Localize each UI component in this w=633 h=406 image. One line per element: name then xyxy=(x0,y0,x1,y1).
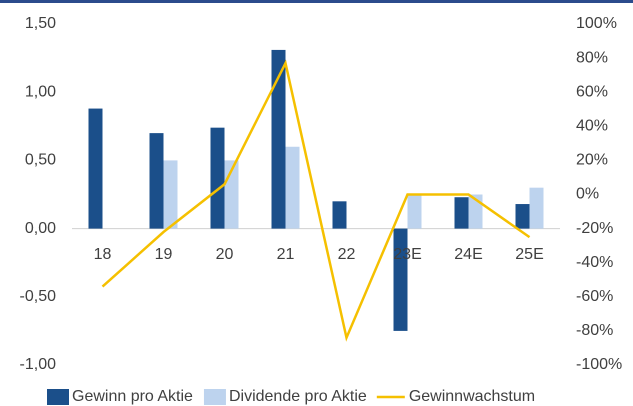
y2-tick-label: -100% xyxy=(576,356,622,373)
y2-tick-label: -60% xyxy=(576,288,613,305)
y2-tick-label: 20% xyxy=(576,152,608,169)
legend-label: Dividende pro Aktie xyxy=(229,388,367,405)
y-tick-label: 1,50 xyxy=(25,15,56,32)
legend-label: Gewinnwachstum xyxy=(409,388,535,405)
top-border xyxy=(0,0,633,3)
y2-tick-label: -80% xyxy=(576,322,613,339)
x-tick-label: 18 xyxy=(94,246,112,263)
bar xyxy=(515,204,530,229)
y-tick-label: 0,00 xyxy=(25,220,56,237)
y2-tick-label: 60% xyxy=(576,83,608,100)
legend-swatch xyxy=(47,389,69,405)
bar xyxy=(149,133,164,229)
x-tick-label: 23E xyxy=(393,246,421,263)
y-tick-label: 0,50 xyxy=(25,152,56,169)
x-tick-label: 20 xyxy=(216,246,234,263)
x-tick-label: 24E xyxy=(454,246,482,263)
bar xyxy=(271,49,286,229)
bar xyxy=(163,160,178,229)
bar xyxy=(454,197,469,229)
bar xyxy=(88,108,103,229)
bar xyxy=(407,194,422,229)
x-tick-label: 25E xyxy=(515,246,543,263)
y2-tick-label: 80% xyxy=(576,49,608,66)
y2-tick-label: -20% xyxy=(576,220,613,237)
legend-label: Gewinn pro Aktie xyxy=(72,388,193,405)
legend-swatch xyxy=(203,389,226,405)
y2-tick-label: 100% xyxy=(576,15,617,32)
bar xyxy=(210,127,225,229)
line xyxy=(101,59,531,342)
y2-tick-label: 0% xyxy=(576,186,599,203)
y-tick-label: -1,00 xyxy=(20,356,57,373)
bar xyxy=(285,146,300,229)
y-tick-label: -0,50 xyxy=(20,288,57,305)
bar xyxy=(393,228,408,331)
y2-tick-label: 40% xyxy=(576,118,608,135)
x-tick-label: 22 xyxy=(338,246,356,263)
bar xyxy=(529,187,544,229)
bar xyxy=(332,201,347,229)
x-tick-label: 21 xyxy=(277,246,295,263)
y-tick-label: 1,00 xyxy=(25,83,56,100)
y2-tick-label: -40% xyxy=(576,254,613,271)
x-tick-label: 19 xyxy=(155,246,173,263)
